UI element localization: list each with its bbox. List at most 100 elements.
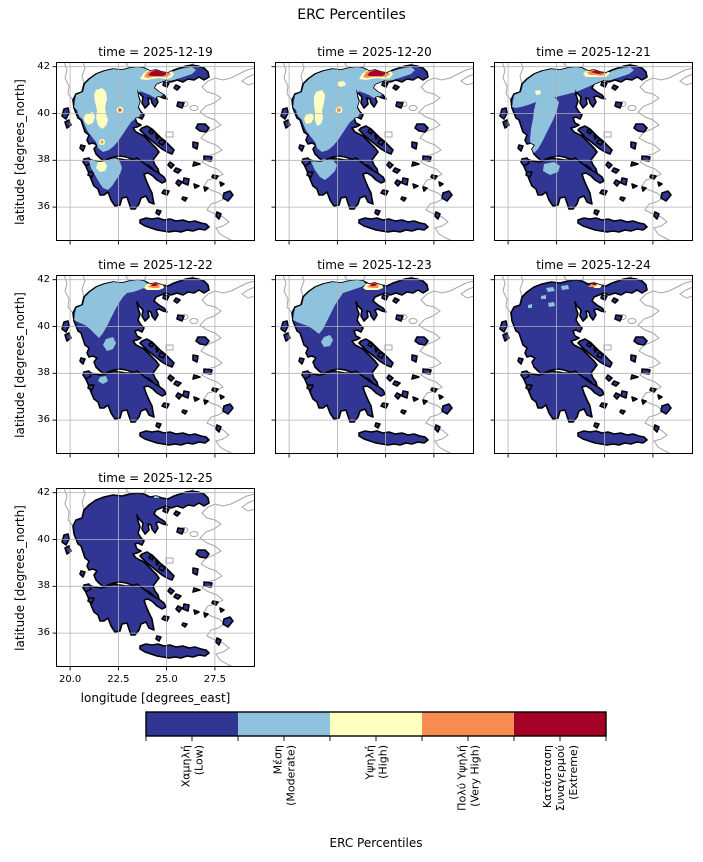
greece-landmass <box>499 277 672 446</box>
svg-text:Συναγερμού: Συναγερμού <box>554 745 567 811</box>
class-region-dot_orange_b <box>100 140 104 144</box>
svg-text:(Extreme): (Extreme) <box>567 745 580 800</box>
class-region-mod_nw_med <box>74 280 148 338</box>
neighbor-coastlines <box>63 487 256 668</box>
colorbar-tick-label-extreme: Κατάσταση Συναγερμού (Extreme) <box>541 745 580 811</box>
class-region-high_dot_nw <box>535 90 541 95</box>
class-region-mod_trace_a <box>546 287 555 292</box>
x-tick-label: 22.5 <box>107 674 130 685</box>
axis-ticks <box>271 66 435 245</box>
svg-text:(High): (High) <box>377 745 390 779</box>
svg-text:Χαμηλή: Χαμηλή <box>180 745 193 787</box>
axes-border <box>494 62 693 241</box>
map-panel-2025-12-19 <box>52 61 256 245</box>
class-region-mod_pelop_dot <box>98 376 108 384</box>
axes-border <box>275 275 474 454</box>
y-tick-label: 38 <box>37 154 50 166</box>
gridlines <box>56 275 255 454</box>
class-region-high_pelop <box>96 161 107 172</box>
axis-ticks <box>490 279 654 458</box>
colorbar-ticks <box>145 736 607 741</box>
class-region-mod_nw_large <box>74 67 196 152</box>
class-region-mod_patch_c2 <box>321 335 333 347</box>
figure-title: ERC Percentiles <box>297 7 406 23</box>
class-region-hot_red_c <box>151 283 158 286</box>
map-panel-2025-12-25 <box>52 487 256 671</box>
svg-text:Κατάσταση: Κατάσταση <box>541 745 554 808</box>
svg-text:(Very High): (Very High) <box>469 745 482 807</box>
class-region-high_stripe2 <box>314 90 325 126</box>
y-tick-label: 36 <box>37 414 50 426</box>
y-tick-label: 42 <box>37 273 50 285</box>
class-region-mod_trace_e <box>528 304 532 308</box>
axes-border <box>494 275 693 454</box>
axis-ticks <box>52 492 216 671</box>
class-region-mod_pelop_n <box>543 162 560 175</box>
y-axis-label: latitude [degrees_north] <box>13 504 27 651</box>
svg-text:(Moderate): (Moderate) <box>285 745 298 806</box>
axes-border <box>56 275 255 454</box>
class-region-mod_patch_c <box>103 337 116 351</box>
panel-title: time = 2025-12-24 <box>536 258 651 272</box>
colorbar-label: ERC Percentiles <box>329 836 423 850</box>
class-region-mod_pelop_w2 <box>311 159 337 180</box>
y-tick-label: 38 <box>37 367 50 379</box>
y-tick-label: 40 <box>37 533 50 545</box>
class-region-high_epirus2 <box>304 113 314 124</box>
axes-border <box>56 488 255 667</box>
colorbar-segment-very_high <box>422 712 514 736</box>
panel-title: time = 2025-12-23 <box>317 258 432 272</box>
panel-title: time = 2025-12-25 <box>98 471 213 485</box>
colorbar-segment-low <box>146 712 238 736</box>
y-tick-label: 42 <box>37 60 50 72</box>
colorbar-tick-label-very_high: Πολύ Υψηλή (Very High) <box>456 745 482 811</box>
class-region-dot_orange_a <box>337 108 341 112</box>
axes-border <box>275 62 474 241</box>
svg-text:Μέση: Μέση <box>272 745 285 774</box>
colorbar-segment-extreme <box>514 712 606 736</box>
panel-title: time = 2025-12-19 <box>98 45 213 59</box>
neighbor-coastlines <box>501 274 694 455</box>
class-region-hot_red_c <box>370 283 377 286</box>
panel-title: time = 2025-12-20 <box>317 45 432 59</box>
y-axis-label: latitude [degrees_north] <box>13 291 27 438</box>
class-region-mod_trace_c <box>548 302 555 307</box>
colorbar-tick-label-low: Χαμηλή (Low) <box>180 745 206 787</box>
class-region-mod_nw_large <box>293 67 415 152</box>
y-tick-label: 38 <box>37 580 50 592</box>
map-panel-2025-12-24 <box>490 274 694 458</box>
panel-title: time = 2025-12-21 <box>536 45 651 59</box>
gridlines <box>494 62 693 241</box>
gridlines <box>275 275 474 454</box>
class-region-mod_central_arm <box>530 97 559 153</box>
svg-text:(Low): (Low) <box>193 745 206 775</box>
percentile-classes-layer <box>74 280 164 384</box>
x-tick-label: 20.0 <box>58 674 82 685</box>
axis-ticks <box>490 66 654 245</box>
y-tick-label: 36 <box>37 201 50 213</box>
y-axis-label: latitude [degrees_north] <box>13 78 27 225</box>
map-panel-2025-12-23 <box>271 274 475 458</box>
axis-ticks <box>271 279 435 458</box>
gridlines <box>494 275 693 454</box>
x-tick-label: 27.5 <box>203 674 227 685</box>
class-region-mod_trace_d <box>541 295 546 299</box>
class-region-mod_trace_b <box>561 285 569 290</box>
y-tick-label: 40 <box>37 320 50 332</box>
y-tick-label: 42 <box>37 486 50 498</box>
svg-text:Υψηλή: Υψηλή <box>364 745 377 780</box>
gridlines <box>56 488 255 667</box>
map-panel-2025-12-20 <box>271 61 475 245</box>
axis-ticks <box>52 279 216 458</box>
class-region-mod_nw_med2 <box>293 280 366 334</box>
x-axis-label: longitude [degrees_east] <box>80 691 231 705</box>
class-region-dot_red_a <box>119 109 121 111</box>
colorbar-segment-moderate <box>238 712 330 736</box>
percentile-classes-layer <box>293 67 415 180</box>
class-region-high_stripe <box>94 88 108 129</box>
axis-ticks <box>52 66 216 245</box>
svg-text:Πολύ Υψηλή: Πολύ Υψηλή <box>456 745 469 811</box>
y-tick-label: 40 <box>37 107 50 119</box>
neighbor-coastlines <box>501 61 694 242</box>
